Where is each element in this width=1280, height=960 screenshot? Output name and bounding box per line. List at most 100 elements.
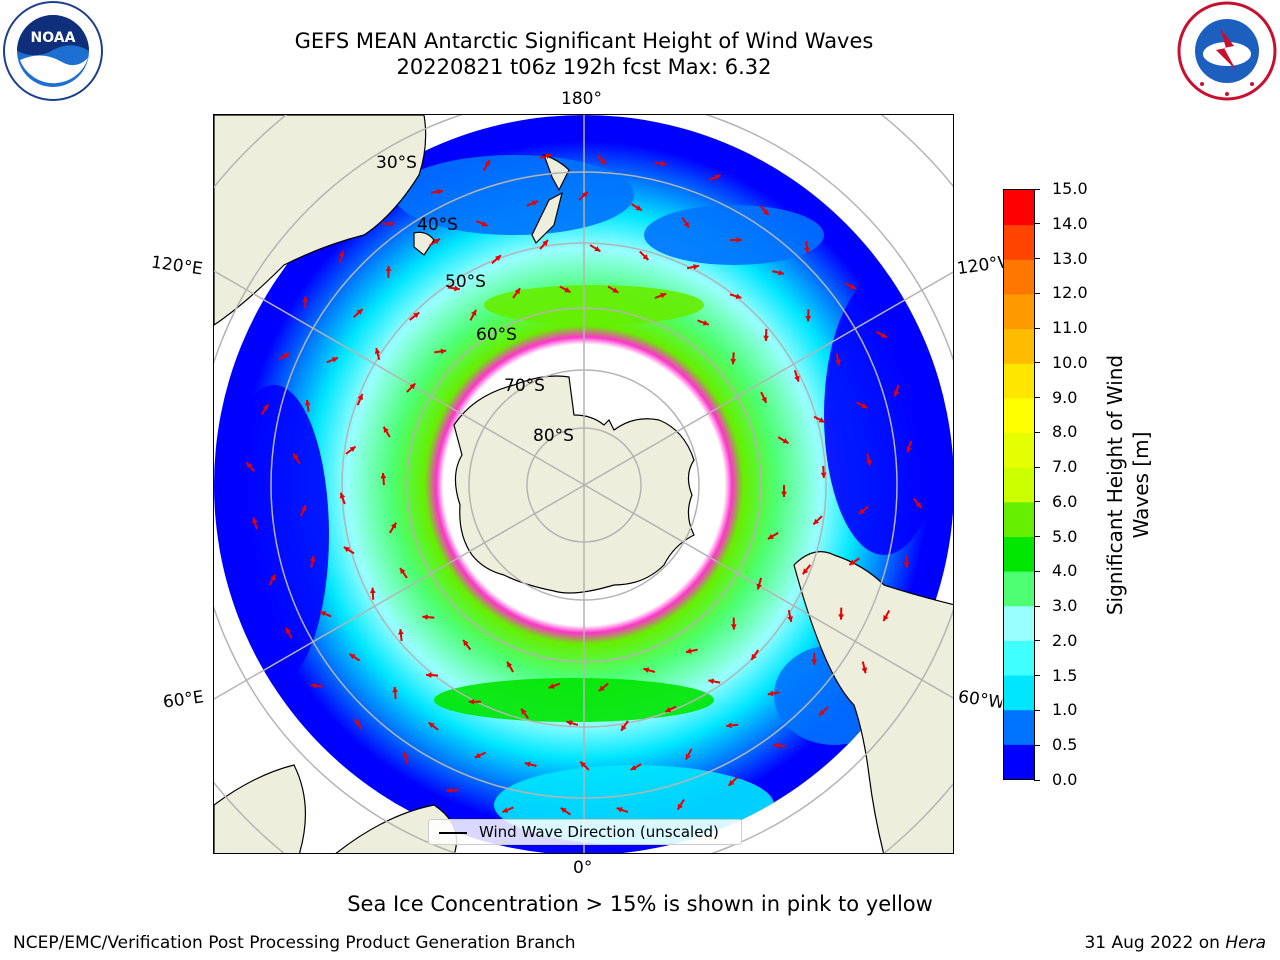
legend-line-swatch bbox=[439, 832, 467, 834]
colorbar-swatch bbox=[1004, 536, 1034, 572]
wave-direction-arrowhead bbox=[446, 787, 452, 794]
wave-direction-arrowhead bbox=[685, 753, 691, 760]
wave-direction-arrowhead bbox=[354, 719, 361, 725]
colorbar-swatch bbox=[1004, 640, 1034, 676]
colorbar-swatch bbox=[1004, 675, 1034, 711]
lat-label-40s: 40°S bbox=[417, 215, 458, 235]
wave-direction-arrowhead bbox=[463, 640, 469, 646]
wave-direction-arrowhead bbox=[726, 722, 732, 729]
colorbar-tick-label: 5.0 bbox=[1052, 526, 1078, 546]
wave-direction-arrowhead bbox=[819, 709, 825, 716]
wave-direction-arrowhead bbox=[683, 221, 689, 228]
wave-direction-arrowhead bbox=[660, 160, 667, 167]
lon-label-0: 0° bbox=[573, 858, 593, 878]
wave-direction-arrowhead bbox=[861, 403, 868, 409]
lon-label-120w: 120°W bbox=[955, 252, 1005, 280]
colorbar-tick-mark bbox=[1034, 431, 1040, 433]
wave-direction-arrowhead bbox=[521, 708, 527, 715]
sea-ice-note: Sea Ice Concentration > 15% is shown in … bbox=[347, 892, 933, 916]
wave-direction-arrowhead bbox=[804, 247, 810, 254]
lat-label-50s: 50°S bbox=[445, 272, 486, 292]
wave-direction-arrowhead bbox=[763, 335, 769, 341]
wave-direction-arrowhead bbox=[471, 309, 477, 316]
colorbar-swatch bbox=[1004, 293, 1034, 330]
wave-direction-arrowhead bbox=[818, 417, 825, 423]
wave-direction-arrowhead bbox=[866, 459, 872, 466]
colorbar-tick-mark bbox=[1034, 466, 1040, 468]
nws-logo bbox=[1176, 0, 1278, 102]
wave-direction-arrowhead bbox=[736, 237, 742, 243]
wave-direction-arrowhead bbox=[665, 707, 672, 713]
colorbar-tick-label: 3.0 bbox=[1052, 596, 1078, 616]
colorbar bbox=[1003, 189, 1035, 780]
wave-direction-arrowhead bbox=[542, 239, 548, 246]
wave-direction-arrowhead bbox=[794, 375, 800, 382]
colorbar-tick-mark bbox=[1034, 779, 1040, 781]
wave-direction-arrowhead bbox=[677, 803, 683, 810]
wave-direction-arrowhead bbox=[915, 501, 922, 508]
wave-direction-arrowhead bbox=[507, 661, 513, 668]
colorbar-tick-label: 0.5 bbox=[1052, 735, 1078, 755]
wave-direction-arrowhead bbox=[283, 353, 290, 359]
colorbar-tick-label: 14.0 bbox=[1052, 213, 1088, 233]
wave-direction-arrowhead bbox=[802, 568, 809, 575]
wave-direction-arrowhead bbox=[474, 752, 481, 758]
wave-direction-arrowhead bbox=[309, 555, 316, 562]
colorbar-tick-mark bbox=[1034, 501, 1040, 503]
colorbar-swatch bbox=[1004, 744, 1034, 780]
wave-direction-arrowhead bbox=[858, 508, 865, 515]
colorbar-swatch bbox=[1004, 397, 1034, 434]
noaa-logo: NOAA bbox=[2, 0, 104, 102]
wave-direction-arrowhead bbox=[262, 404, 269, 411]
colorbar-tick-label: 12.0 bbox=[1052, 283, 1088, 303]
wave-direction-arrowhead bbox=[433, 238, 440, 245]
wave-direction-arrowhead bbox=[545, 153, 552, 159]
wave-direction-arrowhead bbox=[903, 562, 910, 568]
wave-direction-arrowhead bbox=[357, 394, 363, 401]
colorbar-swatch bbox=[1004, 328, 1034, 364]
colorbar-tick-label: 13.0 bbox=[1052, 248, 1088, 268]
chart-title-line1: GEFS MEAN Antarctic Significant Height o… bbox=[294, 29, 874, 53]
wave-direction-arrowhead bbox=[849, 559, 856, 565]
wave-direction-arrowhead bbox=[761, 396, 767, 403]
wave-direction-arrowhead bbox=[380, 473, 387, 479]
wave-direction-arrowhead bbox=[285, 627, 291, 634]
tasmania-land bbox=[413, 231, 435, 256]
colorbar-tick-mark bbox=[1034, 675, 1040, 677]
wave-direction-arrowhead bbox=[782, 438, 789, 444]
lat-label-30s: 30°S bbox=[376, 153, 417, 173]
wave-direction-arrowhead bbox=[751, 653, 757, 660]
chart-title-line2: 20220821 t06z 192h fcst Max: 6.32 bbox=[396, 55, 772, 79]
colorbar-swatch bbox=[1004, 432, 1034, 468]
wave-direction-arrowhead bbox=[252, 517, 258, 524]
footer-host: Hera bbox=[1225, 933, 1266, 953]
wave-direction-arrowhead bbox=[426, 672, 432, 679]
wave-direction-arrowhead bbox=[302, 296, 309, 302]
wave-direction-arrowhead bbox=[781, 491, 787, 497]
map-legend: Wind Wave Direction (unscaled) bbox=[428, 819, 742, 845]
wave-direction-arrowhead bbox=[385, 265, 392, 272]
wave-direction-arrowhead bbox=[685, 648, 692, 654]
wave-direction-arrowhead bbox=[390, 522, 397, 529]
wave-direction-arrowhead bbox=[293, 453, 299, 460]
wave-direction-arrowhead bbox=[502, 807, 509, 813]
footer-date: 31 Aug 2022 on bbox=[1084, 933, 1226, 953]
wave-direction-arrowhead bbox=[767, 690, 774, 697]
wave-direction-arrowhead bbox=[702, 320, 709, 326]
colorbar-tick-mark bbox=[1034, 640, 1040, 642]
wave-direction-arrowhead bbox=[560, 807, 567, 814]
lat-label-80s: 80°S bbox=[533, 426, 574, 446]
wave-direction-arrowhead bbox=[811, 659, 818, 665]
colorbar-tick-label: 6.0 bbox=[1052, 491, 1078, 511]
colorbar-label-line2: Waves [m] bbox=[1129, 431, 1153, 539]
colorbar-tick-label: 10.0 bbox=[1052, 352, 1088, 372]
colorbar-tick-label: 2.0 bbox=[1052, 630, 1078, 650]
colorbar-tick-label: 8.0 bbox=[1052, 422, 1078, 442]
wave-direction-arrowhead bbox=[374, 348, 381, 354]
colorbar-label-line1: Significant Height of Wind bbox=[1103, 354, 1127, 616]
antarctica-land bbox=[453, 375, 695, 594]
wave-direction-arrowhead bbox=[531, 200, 538, 206]
colorbar-tick-mark bbox=[1034, 397, 1040, 399]
wave-direction-arrowhead bbox=[838, 614, 845, 620]
graticule bbox=[214, 115, 953, 853]
